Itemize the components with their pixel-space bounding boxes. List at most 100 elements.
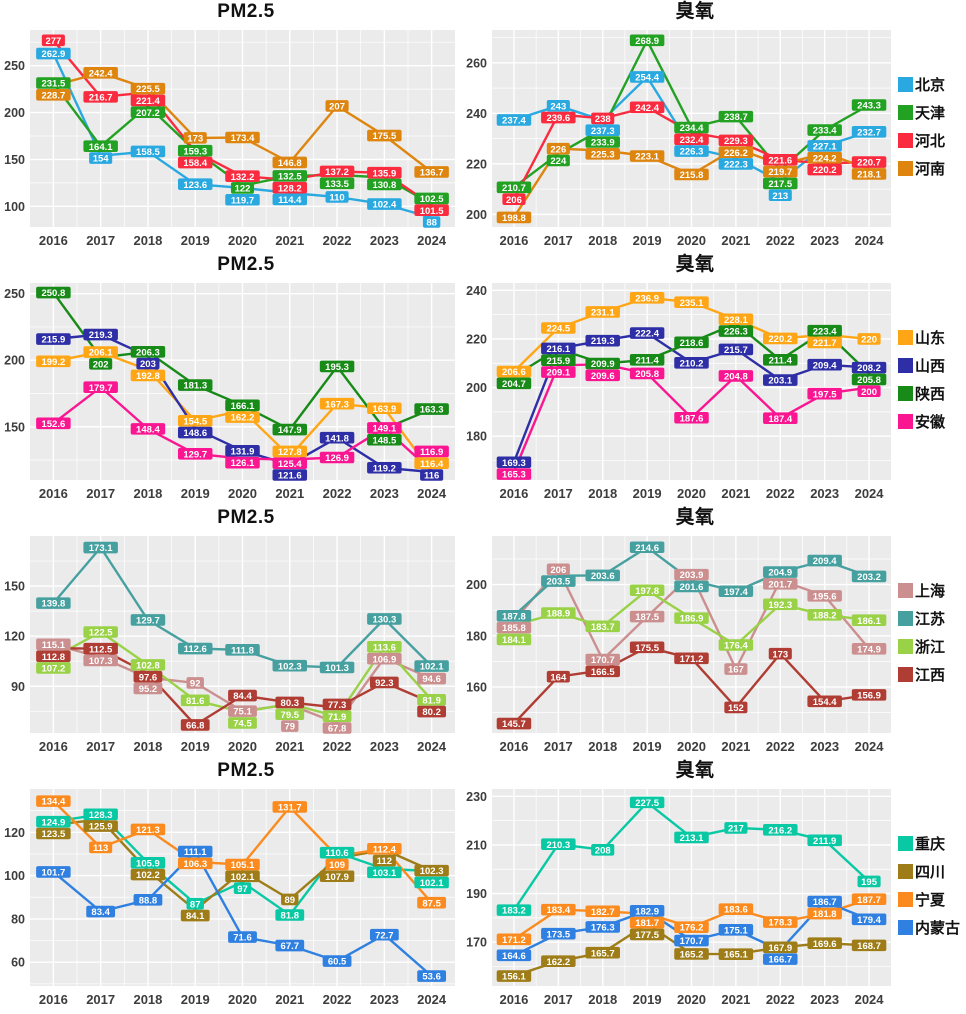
data-label: 112.5 <box>89 644 113 655</box>
data-label: 148.5 <box>372 435 396 446</box>
data-label: 110.6 <box>325 848 348 859</box>
data-label-box <box>857 875 881 888</box>
data-label: 165.3 <box>502 470 526 481</box>
data-label: 201.7 <box>768 579 792 590</box>
data-label: 210.7 <box>502 183 526 194</box>
data-label-box <box>83 328 118 341</box>
legend-item: 江苏 <box>898 608 966 629</box>
x-axis-tick-label: 2021 <box>721 739 750 754</box>
x-axis-tick-label: 2022 <box>323 233 352 248</box>
data-label: 199.2 <box>41 357 65 368</box>
data-label: 181.8 <box>813 909 837 920</box>
data-label: 102.2 <box>136 870 160 881</box>
data-label-box <box>807 834 842 847</box>
data-label: 149.1 <box>372 424 396 435</box>
data-label: 215.9 <box>41 335 65 346</box>
data-label: 186.9 <box>680 614 704 625</box>
data-label: 81.6 <box>186 696 205 707</box>
data-label: 204.8 <box>724 372 748 383</box>
x-axis-tick-label: 2018 <box>133 739 162 754</box>
data-label: 71.6 <box>233 933 252 944</box>
legend-label: 天津 <box>915 105 946 122</box>
data-label: 113.6 <box>373 642 396 653</box>
data-label-box <box>130 659 166 671</box>
data-label: 112.4 <box>373 844 397 855</box>
data-label-box <box>807 163 842 176</box>
data-label-box <box>233 882 252 894</box>
pm25-chart-row2: PM2.5 150 200 250 2016 2017 2018 2019 2020 2021 2… <box>0 253 462 505</box>
y-axis-tick-label: 200 <box>4 354 25 368</box>
data-label: 123.6 <box>183 180 207 191</box>
data-label-box <box>546 154 570 167</box>
data-label: 156.9 <box>857 690 881 701</box>
data-label: 135.9 <box>372 168 396 179</box>
x-axis-tick-label: 2021 <box>721 486 750 501</box>
data-label-box <box>629 71 665 83</box>
data-label-box <box>591 844 615 856</box>
data-label-box <box>585 136 620 148</box>
data-label: 102.3 <box>278 661 302 672</box>
data-label-box <box>36 638 71 651</box>
data-label-box <box>322 722 352 734</box>
data-label-box <box>763 154 798 166</box>
data-label-box <box>851 913 887 926</box>
data-label-box <box>414 660 449 672</box>
data-label-box <box>36 662 71 674</box>
data-label-box <box>851 893 887 905</box>
data-label-box <box>372 854 396 867</box>
data-label-box <box>674 934 709 947</box>
data-label-box <box>367 433 402 446</box>
data-label-box <box>718 110 754 123</box>
legend-swatch <box>898 667 913 682</box>
data-label: 195 <box>861 877 878 888</box>
legend-label: 上海 <box>915 583 946 600</box>
data-label-box <box>763 578 798 590</box>
data-label: 102.1 <box>420 662 444 673</box>
chart-title-ozone-row4: 臭氧 <box>675 760 715 781</box>
data-label: 136.7 <box>420 168 444 179</box>
data-label: 139.8 <box>41 599 65 610</box>
data-label-box <box>851 125 887 138</box>
data-label: 105.1 <box>231 860 255 871</box>
data-label: 168.7 <box>857 941 881 952</box>
x-axis-tick-label: 2016 <box>499 486 528 501</box>
data-label: 219.3 <box>591 336 615 347</box>
data-label-box <box>585 665 620 678</box>
data-label-box <box>718 313 754 326</box>
x-axis-tick-label: 2019 <box>181 233 210 248</box>
data-label-box <box>272 193 308 206</box>
data-label: 203.9 <box>680 570 704 581</box>
data-label-box <box>230 182 255 194</box>
y-axis-tick-label: 180 <box>466 430 487 444</box>
data-label-box <box>674 133 709 146</box>
y-axis-tick-label: 170 <box>466 936 487 950</box>
data-label: 213.1 <box>680 833 704 844</box>
data-label-box <box>136 357 160 370</box>
data-label: 215.8 <box>680 170 704 181</box>
data-label-box <box>807 324 842 337</box>
data-label-box <box>36 417 71 430</box>
data-label: 88.8 <box>139 895 158 906</box>
data-label-box <box>83 66 118 79</box>
data-label: 228.7 <box>41 90 65 101</box>
data-label-box <box>718 343 754 356</box>
data-label: 214.6 <box>635 543 659 554</box>
data-label: 186.1 <box>857 616 881 627</box>
x-axis-tick-label: 2020 <box>228 739 257 754</box>
data-label-box <box>319 360 355 373</box>
data-label: 164 <box>550 672 567 683</box>
x-axis-tick-label: 2022 <box>766 992 795 1007</box>
x-axis-tick-label: 2022 <box>766 739 795 754</box>
ozone-chart-row2: 臭氧 180 200 220 240 2016 2017 2018 2019 2020 2021 2… <box>462 253 898 505</box>
data-label: 102.5 <box>420 194 444 205</box>
data-label: 178.3 <box>768 918 792 929</box>
legend-swatch <box>898 836 913 851</box>
data-label-box <box>718 639 754 651</box>
data-label: 176.2 <box>680 923 704 934</box>
data-label-box <box>857 385 881 398</box>
data-label: 206 <box>550 565 566 576</box>
y-axis-tick-label: 230 <box>466 790 487 804</box>
data-label-box <box>629 641 665 654</box>
data-label: 229.3 <box>724 136 748 147</box>
data-label: 119.2 <box>373 463 396 474</box>
